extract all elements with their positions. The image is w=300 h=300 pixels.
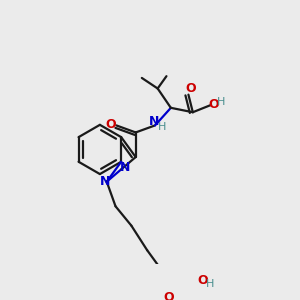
Text: H: H xyxy=(217,97,225,107)
Text: O: O xyxy=(197,274,208,286)
Text: N: N xyxy=(100,175,110,188)
Text: O: O xyxy=(186,82,196,95)
Text: H: H xyxy=(158,122,166,132)
Text: O: O xyxy=(208,98,219,111)
Text: N: N xyxy=(149,116,159,128)
Text: H: H xyxy=(206,279,214,289)
Text: O: O xyxy=(106,118,116,131)
Text: N: N xyxy=(119,161,130,174)
Text: O: O xyxy=(163,291,174,300)
